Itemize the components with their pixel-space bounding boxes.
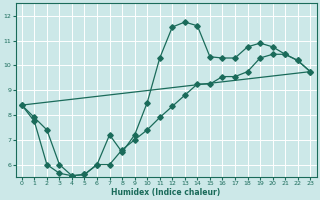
X-axis label: Humidex (Indice chaleur): Humidex (Indice chaleur) — [111, 188, 221, 197]
